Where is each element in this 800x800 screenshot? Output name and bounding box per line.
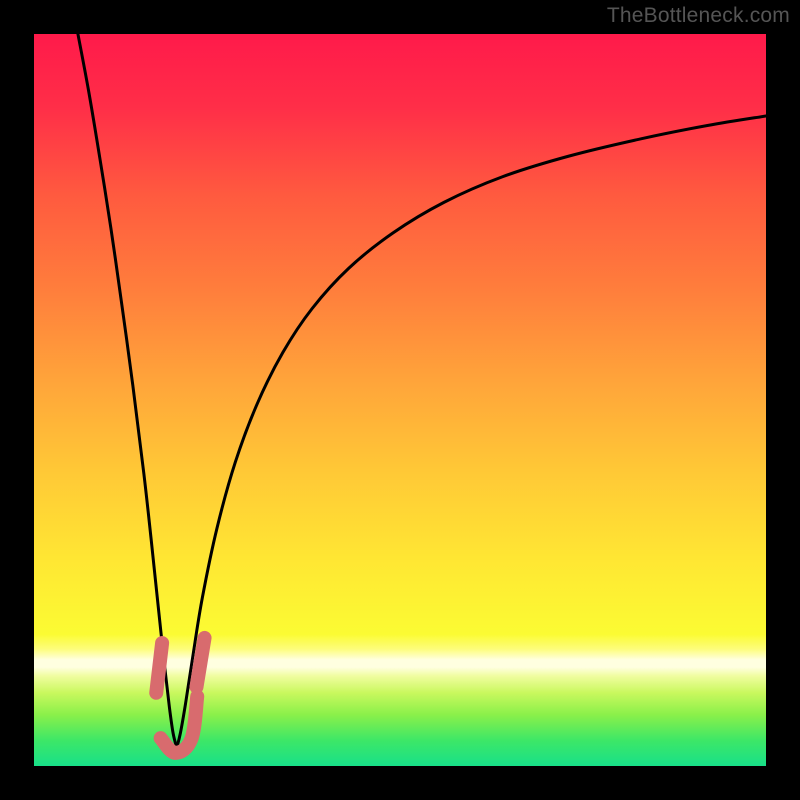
chart-container: TheBottleneck.com [0,0,800,800]
plot-background [34,34,766,766]
bottleneck-chart [0,0,800,800]
highlight-segment [197,638,205,687]
watermark-text: TheBottleneck.com [607,4,790,28]
highlight-segment [156,643,162,693]
